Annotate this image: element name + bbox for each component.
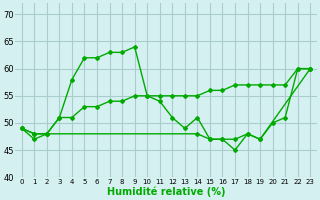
X-axis label: Humidité relative (%): Humidité relative (%) <box>107 186 225 197</box>
